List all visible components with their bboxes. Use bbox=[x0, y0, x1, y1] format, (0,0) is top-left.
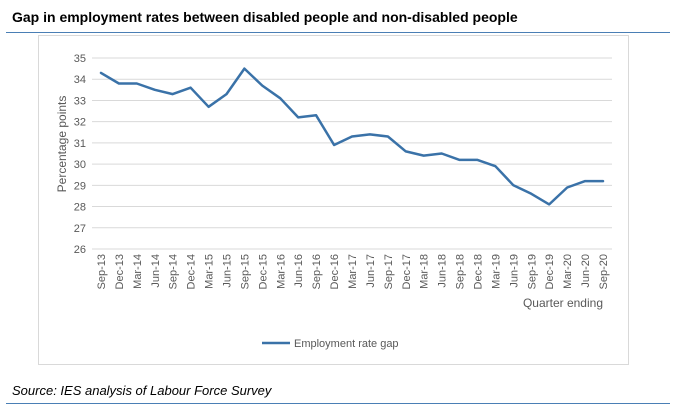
x-tick-label: Sep-15 bbox=[239, 254, 251, 289]
x-tick-label: Jun-16 bbox=[293, 254, 305, 288]
x-tick-label: Dec-16 bbox=[329, 254, 341, 289]
legend-label: Employment rate gap bbox=[294, 338, 399, 350]
bottom-rule bbox=[6, 403, 670, 404]
x-tick-label: Sep-16 bbox=[311, 254, 323, 289]
x-tick-label: Sep-14 bbox=[168, 254, 180, 289]
y-tick-label: 33 bbox=[74, 95, 86, 107]
y-tick-label: 27 bbox=[74, 223, 86, 235]
x-tick-label: Jun-15 bbox=[221, 254, 233, 288]
x-tick-labels: Sep-13 Dec-13 Mar-14 Jun-14 Sep-14 Dec-14 Mar-… bbox=[96, 254, 610, 289]
y-tick-labels: 26 27 28 29 30 31 32 33 34 35 bbox=[74, 53, 86, 256]
x-tick-label: Mar-20 bbox=[562, 254, 574, 289]
x-tick-label: Jun-18 bbox=[437, 254, 449, 288]
x-tick-label: Sep-17 bbox=[383, 254, 395, 289]
chart-frame bbox=[38, 35, 629, 365]
y-tick-label: 32 bbox=[74, 117, 86, 129]
x-tick-label: Mar-17 bbox=[347, 254, 359, 289]
x-tick-label: Dec-15 bbox=[257, 254, 269, 289]
x-axis-label: Quarter ending bbox=[523, 296, 603, 310]
source-note: Source: IES analysis of Labour Force Sur… bbox=[12, 383, 272, 398]
x-tick-label: Sep-20 bbox=[598, 254, 610, 289]
chart-title: Gap in employment rates between disabled… bbox=[12, 9, 518, 25]
y-tick-label: 34 bbox=[74, 74, 86, 86]
x-tick-label: Jun-14 bbox=[150, 254, 162, 288]
gridlines bbox=[92, 57, 612, 250]
x-tick-label: Dec-18 bbox=[473, 254, 485, 289]
x-tick-label: Sep-13 bbox=[96, 254, 108, 289]
x-tick-label: Sep-18 bbox=[455, 254, 467, 289]
series-line-employment-rate-gap bbox=[99, 67, 605, 206]
x-tick-label: Dec-14 bbox=[186, 254, 198, 289]
x-tick-label: Mar-15 bbox=[204, 254, 216, 289]
y-axis-label: Percentage points bbox=[55, 96, 69, 193]
y-tick-label: 30 bbox=[74, 159, 86, 171]
y-tick-label: 26 bbox=[74, 244, 86, 256]
x-tick-label: Mar-16 bbox=[275, 254, 287, 289]
y-tick-label: 35 bbox=[74, 53, 86, 65]
x-tick-label: Sep-19 bbox=[526, 254, 538, 289]
x-tick-label: Jun-19 bbox=[508, 254, 520, 288]
x-tick-label: Mar-14 bbox=[132, 254, 144, 289]
x-tick-label: Jun-20 bbox=[580, 254, 592, 288]
y-tick-label: 29 bbox=[74, 180, 86, 192]
top-rule bbox=[6, 32, 670, 33]
x-tick-label: Dec-13 bbox=[114, 254, 126, 289]
x-tick-label: Mar-18 bbox=[419, 254, 431, 289]
y-tick-label: 28 bbox=[74, 202, 86, 214]
x-tick-label: Dec-19 bbox=[544, 254, 556, 289]
y-tick-label: 31 bbox=[74, 138, 86, 150]
legend: Employment rate gap bbox=[262, 338, 399, 350]
x-tick-label: Dec-17 bbox=[401, 254, 413, 289]
x-tick-label: Mar-19 bbox=[490, 254, 502, 289]
x-tick-label: Jun-17 bbox=[365, 254, 377, 288]
